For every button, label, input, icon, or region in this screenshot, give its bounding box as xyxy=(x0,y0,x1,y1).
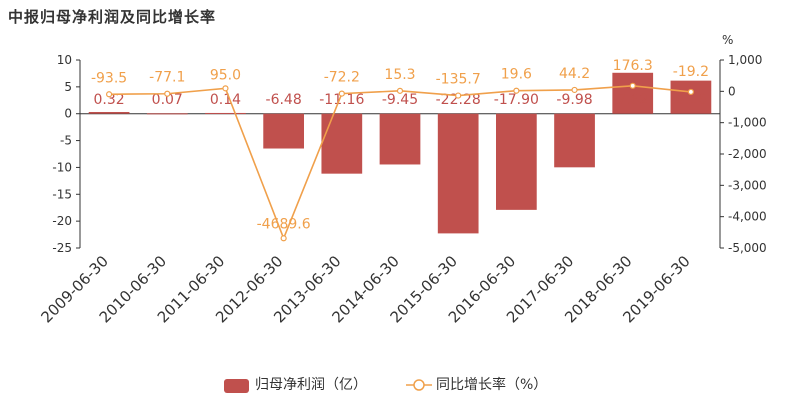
legend-line-swatch[interactable] xyxy=(405,377,433,393)
growth-value-label: 176.3 xyxy=(613,58,653,74)
growth-point xyxy=(396,87,404,94)
y-left-tick-label: 10 xyxy=(57,53,72,67)
bar-value-label: -6.48 xyxy=(266,92,302,108)
y-right-tick-label: 0 xyxy=(728,84,736,98)
bar-value-label: -9.98 xyxy=(556,92,592,108)
y-left-tick-label: -5 xyxy=(60,134,72,148)
growth-point xyxy=(164,90,171,97)
y-right-tick-label: 1,000 xyxy=(728,53,762,67)
bar-value-label: 7.62 xyxy=(617,92,648,108)
bar xyxy=(146,113,188,115)
growth-point xyxy=(455,92,462,99)
bar xyxy=(496,113,537,210)
growth-point xyxy=(280,235,287,242)
y-left-tick-label: -10 xyxy=(52,160,72,174)
chart-title: 中报归母净利润及同比增长率 xyxy=(8,8,217,26)
bar xyxy=(554,113,595,168)
bar-value-label: -22.28 xyxy=(436,92,481,108)
bar xyxy=(88,111,130,114)
growth-point xyxy=(571,86,578,94)
bar-value-label: 0.32 xyxy=(94,92,125,108)
growth-point xyxy=(513,87,520,94)
legend-bar-label[interactable]: 归母净利润（亿） xyxy=(255,377,367,393)
y-left-tick-label: 5 xyxy=(64,80,72,94)
growth-point xyxy=(687,88,695,96)
bar xyxy=(379,113,421,165)
bar-value-label: -11.16 xyxy=(319,92,364,108)
bar xyxy=(321,113,363,174)
y-right-unit: % xyxy=(722,33,733,47)
bar xyxy=(263,113,304,149)
y-left-tick-label: -20 xyxy=(52,214,72,228)
y-right-tick-label: -1,000 xyxy=(728,116,767,130)
growth-value-label: -4689.6 xyxy=(257,216,311,232)
growth-point xyxy=(629,82,636,89)
bar-value-label: 0.14 xyxy=(210,92,241,108)
growth-value-label: -135.7 xyxy=(436,72,481,88)
growth-value-label: 44.2 xyxy=(559,66,590,82)
growth-value-label: -72.2 xyxy=(324,70,360,86)
y-left-tick-label: 0 xyxy=(64,107,72,121)
growth-value-label: 19.6 xyxy=(501,67,532,83)
y-right-tick-label: -2,000 xyxy=(728,147,767,161)
growth-value-label: 15.3 xyxy=(384,67,415,83)
bar xyxy=(612,72,654,114)
y-left-tick-label: -25 xyxy=(52,241,72,255)
y-right-tick-label: -4,000 xyxy=(728,210,767,224)
y-left-tick-label: -15 xyxy=(52,187,72,201)
growth-point xyxy=(338,90,345,97)
bar-value-label: -17.90 xyxy=(494,92,539,108)
bar-value-label: 0.07 xyxy=(152,92,183,108)
legend-line-label[interactable]: 同比增长率（%） xyxy=(436,377,548,393)
growth-value-label: -77.1 xyxy=(149,70,185,86)
bar-value-label: -9.45 xyxy=(382,92,418,108)
bar-value-label: 6.16 xyxy=(675,92,706,108)
legend-bar-swatch[interactable] xyxy=(224,379,249,393)
y-right-tick-label: -3,000 xyxy=(728,178,767,192)
y-right-tick-label: -5,000 xyxy=(728,241,767,255)
growth-value-label: -93.5 xyxy=(91,70,127,86)
bar xyxy=(670,80,712,114)
growth-value-label: 95.0 xyxy=(210,67,241,83)
growth-point xyxy=(222,85,229,92)
bar xyxy=(437,113,479,234)
growth-value-label: -19.2 xyxy=(673,64,709,80)
growth-point xyxy=(105,91,113,98)
bar xyxy=(205,112,246,114)
